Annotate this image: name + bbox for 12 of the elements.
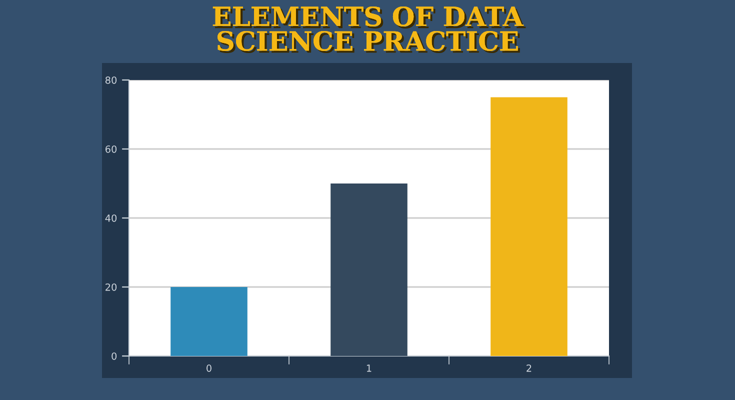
y-tick-label: 80 xyxy=(105,76,117,84)
x-tick-label: 0 xyxy=(206,364,212,372)
bar xyxy=(490,97,568,356)
x-tick-label: 1 xyxy=(366,364,372,372)
y-tick-label: 40 xyxy=(105,214,117,222)
x-tick-label: 2 xyxy=(526,364,532,372)
y-tick-label: 0 xyxy=(112,352,117,360)
bar xyxy=(330,184,408,356)
chart-title: ELEMENTS OF DATA SCIENCE PRACTICE xyxy=(212,6,526,54)
y-tick-label: 60 xyxy=(106,145,117,153)
y-tick-label: 20 xyxy=(106,283,117,291)
bar xyxy=(170,287,248,356)
